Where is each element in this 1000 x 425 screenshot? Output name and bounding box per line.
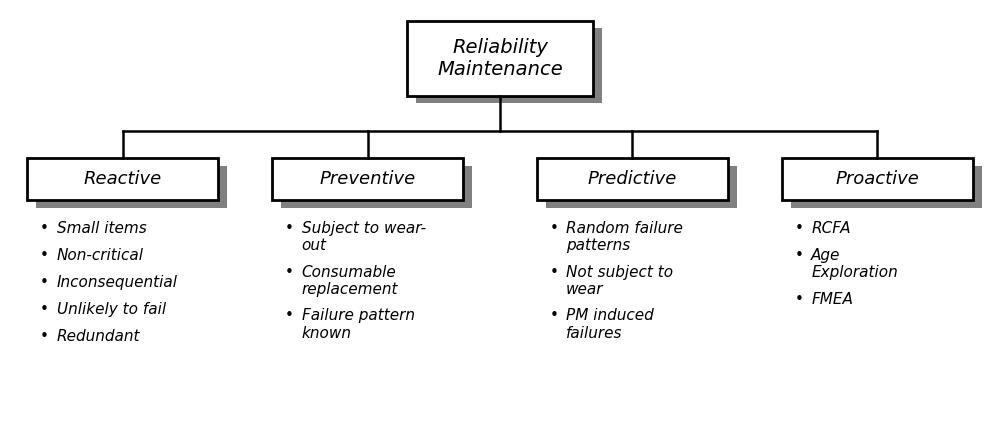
Text: Age
Exploration: Age Exploration [811, 248, 898, 280]
Text: •: • [40, 221, 49, 236]
Text: PM induced
failures: PM induced failures [566, 308, 654, 341]
Text: Failure pattern
known: Failure pattern known [302, 308, 415, 341]
Text: •: • [794, 221, 803, 236]
Text: Non-critical: Non-critical [57, 248, 144, 263]
Text: Reactive: Reactive [84, 170, 162, 188]
Text: Unlikely to fail: Unlikely to fail [57, 302, 166, 317]
Text: •: • [40, 329, 49, 344]
FancyBboxPatch shape [791, 166, 982, 207]
Text: •: • [549, 221, 558, 236]
FancyBboxPatch shape [272, 159, 463, 200]
Text: Preventive: Preventive [320, 170, 416, 188]
Text: Subject to wear-
out: Subject to wear- out [302, 221, 426, 253]
FancyBboxPatch shape [36, 166, 227, 207]
FancyBboxPatch shape [416, 28, 602, 103]
Text: •: • [40, 248, 49, 263]
Text: Small items: Small items [57, 221, 146, 236]
Text: Not subject to
wear: Not subject to wear [566, 264, 673, 297]
Text: •: • [549, 308, 558, 323]
FancyBboxPatch shape [27, 159, 218, 200]
Text: Inconsequential: Inconsequential [57, 275, 178, 290]
FancyBboxPatch shape [537, 159, 728, 200]
FancyBboxPatch shape [782, 159, 973, 200]
Text: •: • [285, 264, 294, 280]
Text: Consumable
replacement: Consumable replacement [302, 264, 398, 297]
FancyBboxPatch shape [546, 166, 737, 207]
Text: •: • [40, 275, 49, 290]
Text: Proactive: Proactive [835, 170, 919, 188]
Text: Random failure
patterns: Random failure patterns [566, 221, 683, 253]
Text: •: • [285, 308, 294, 323]
FancyBboxPatch shape [281, 166, 472, 207]
Text: •: • [285, 221, 294, 236]
Text: Predictive: Predictive [588, 170, 677, 188]
Text: RCFA: RCFA [811, 221, 851, 236]
Text: •: • [549, 264, 558, 280]
Text: Reliability
Maintenance: Reliability Maintenance [437, 38, 563, 79]
Text: •: • [40, 302, 49, 317]
Text: •: • [794, 248, 803, 263]
Text: Redundant: Redundant [57, 329, 140, 344]
Text: •: • [794, 292, 803, 306]
FancyBboxPatch shape [407, 21, 593, 96]
Text: FMEA: FMEA [811, 292, 853, 306]
